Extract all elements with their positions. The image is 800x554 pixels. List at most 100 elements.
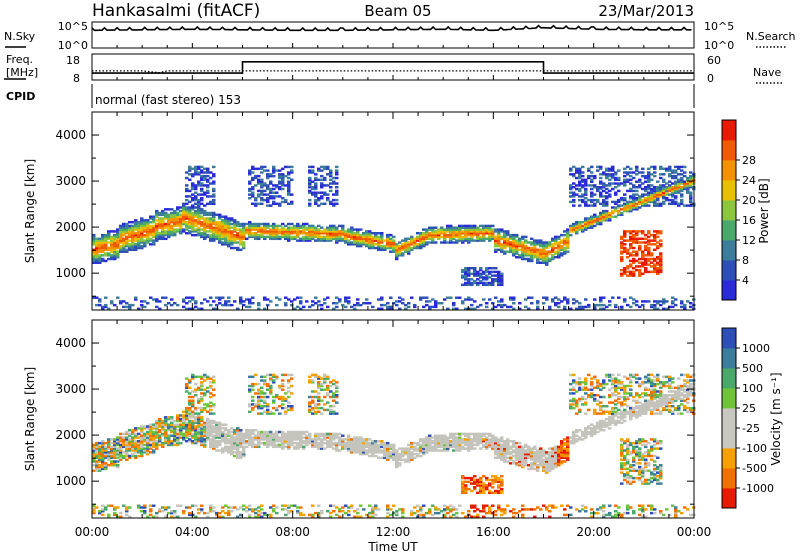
power-cell [320, 169, 324, 172]
power-cell [545, 257, 549, 261]
velocity-cell [242, 452, 246, 456]
velocity-cell [206, 405, 210, 408]
power-cell [542, 244, 546, 248]
power-cell [491, 228, 495, 231]
power-cell [656, 300, 660, 303]
velocity-cell [239, 440, 243, 443]
power-cell [125, 305, 129, 309]
power-cell [434, 235, 438, 239]
power-cell [122, 248, 126, 252]
velocity-cell [230, 447, 234, 450]
power-cell [671, 174, 675, 178]
power-cell [272, 187, 276, 191]
velocity-cell [374, 513, 378, 517]
power-cell [302, 226, 306, 229]
power-cell [602, 198, 606, 202]
velocity-cell [383, 447, 387, 450]
power-cell [230, 246, 234, 250]
power-cell [668, 184, 672, 187]
power-cell [557, 302, 561, 305]
power-cell [512, 235, 516, 239]
velocity-cell [287, 447, 291, 450]
velocity-cell [92, 458, 96, 461]
power-cell [641, 261, 645, 264]
velocity-cell [107, 441, 111, 445]
freq-trace [91, 60, 695, 80]
power-cell [584, 298, 588, 301]
velocity-cell [173, 425, 177, 428]
velocity-cell [146, 441, 150, 445]
velocity-cell [149, 434, 153, 437]
power-cell [578, 173, 582, 176]
power-cell [539, 257, 543, 261]
power-cell [170, 233, 174, 237]
power-cell [137, 232, 141, 235]
power-cell [626, 200, 630, 204]
power-cell [257, 195, 261, 198]
power-cell [254, 226, 258, 229]
power-cell [185, 184, 189, 187]
power-cell [197, 217, 201, 220]
velocity-cell [140, 451, 144, 454]
velocity-cell [275, 434, 279, 437]
velocity-cell [107, 438, 111, 441]
power-cell [374, 235, 378, 239]
velocity-cell [215, 449, 219, 452]
velocity-cell [269, 379, 273, 382]
power-cell [320, 182, 324, 185]
power-cell [197, 219, 201, 222]
power-cell [269, 300, 273, 303]
velocity-cell [209, 425, 213, 428]
power-cell [467, 279, 471, 283]
velocity-cell [125, 458, 129, 461]
velocity-cell [194, 438, 198, 441]
power-cell [233, 230, 237, 233]
power-cell [584, 226, 588, 229]
power-cell [347, 302, 351, 305]
power-cell [479, 281, 483, 285]
power-cell [650, 178, 654, 182]
power-cell [611, 173, 615, 176]
power-cell [221, 226, 225, 229]
power-cell [308, 198, 312, 202]
power-cell [626, 265, 630, 268]
power-cell [305, 226, 309, 229]
velocity-cell [305, 430, 309, 434]
power-cell [209, 228, 213, 231]
power-cell [647, 171, 651, 174]
velocity-cell [134, 440, 138, 443]
velocity-cell [95, 462, 99, 465]
power-cell [140, 222, 144, 226]
power-cell [584, 221, 588, 224]
power-cell [287, 187, 291, 191]
velocity-cell [152, 425, 156, 428]
power-cell [491, 237, 495, 241]
power-cell [581, 307, 585, 311]
power-cell [146, 221, 150, 224]
power-cell [590, 180, 594, 183]
power-cell [290, 303, 294, 307]
power-cell [641, 237, 645, 241]
power-cell [374, 239, 378, 242]
power-cell [635, 268, 639, 272]
velocity-cell [356, 443, 360, 447]
power-cell [167, 233, 171, 237]
velocity-cell [251, 382, 255, 386]
power-cell [269, 197, 273, 200]
power-cell [347, 241, 351, 244]
power-cell [689, 204, 693, 207]
power-cell [437, 230, 441, 233]
power-cell [245, 230, 249, 233]
power-cell [614, 200, 618, 204]
velocity-cell [146, 445, 150, 449]
velocity-cell [119, 452, 123, 456]
velocity-cell [299, 441, 303, 445]
power-cell [659, 252, 663, 255]
power-cell [323, 193, 327, 196]
power-cell [242, 233, 246, 237]
power-cell [467, 232, 471, 235]
power-cell [164, 217, 168, 220]
power-cell [176, 217, 180, 220]
power-cell [482, 272, 486, 276]
power-cell [347, 243, 351, 246]
